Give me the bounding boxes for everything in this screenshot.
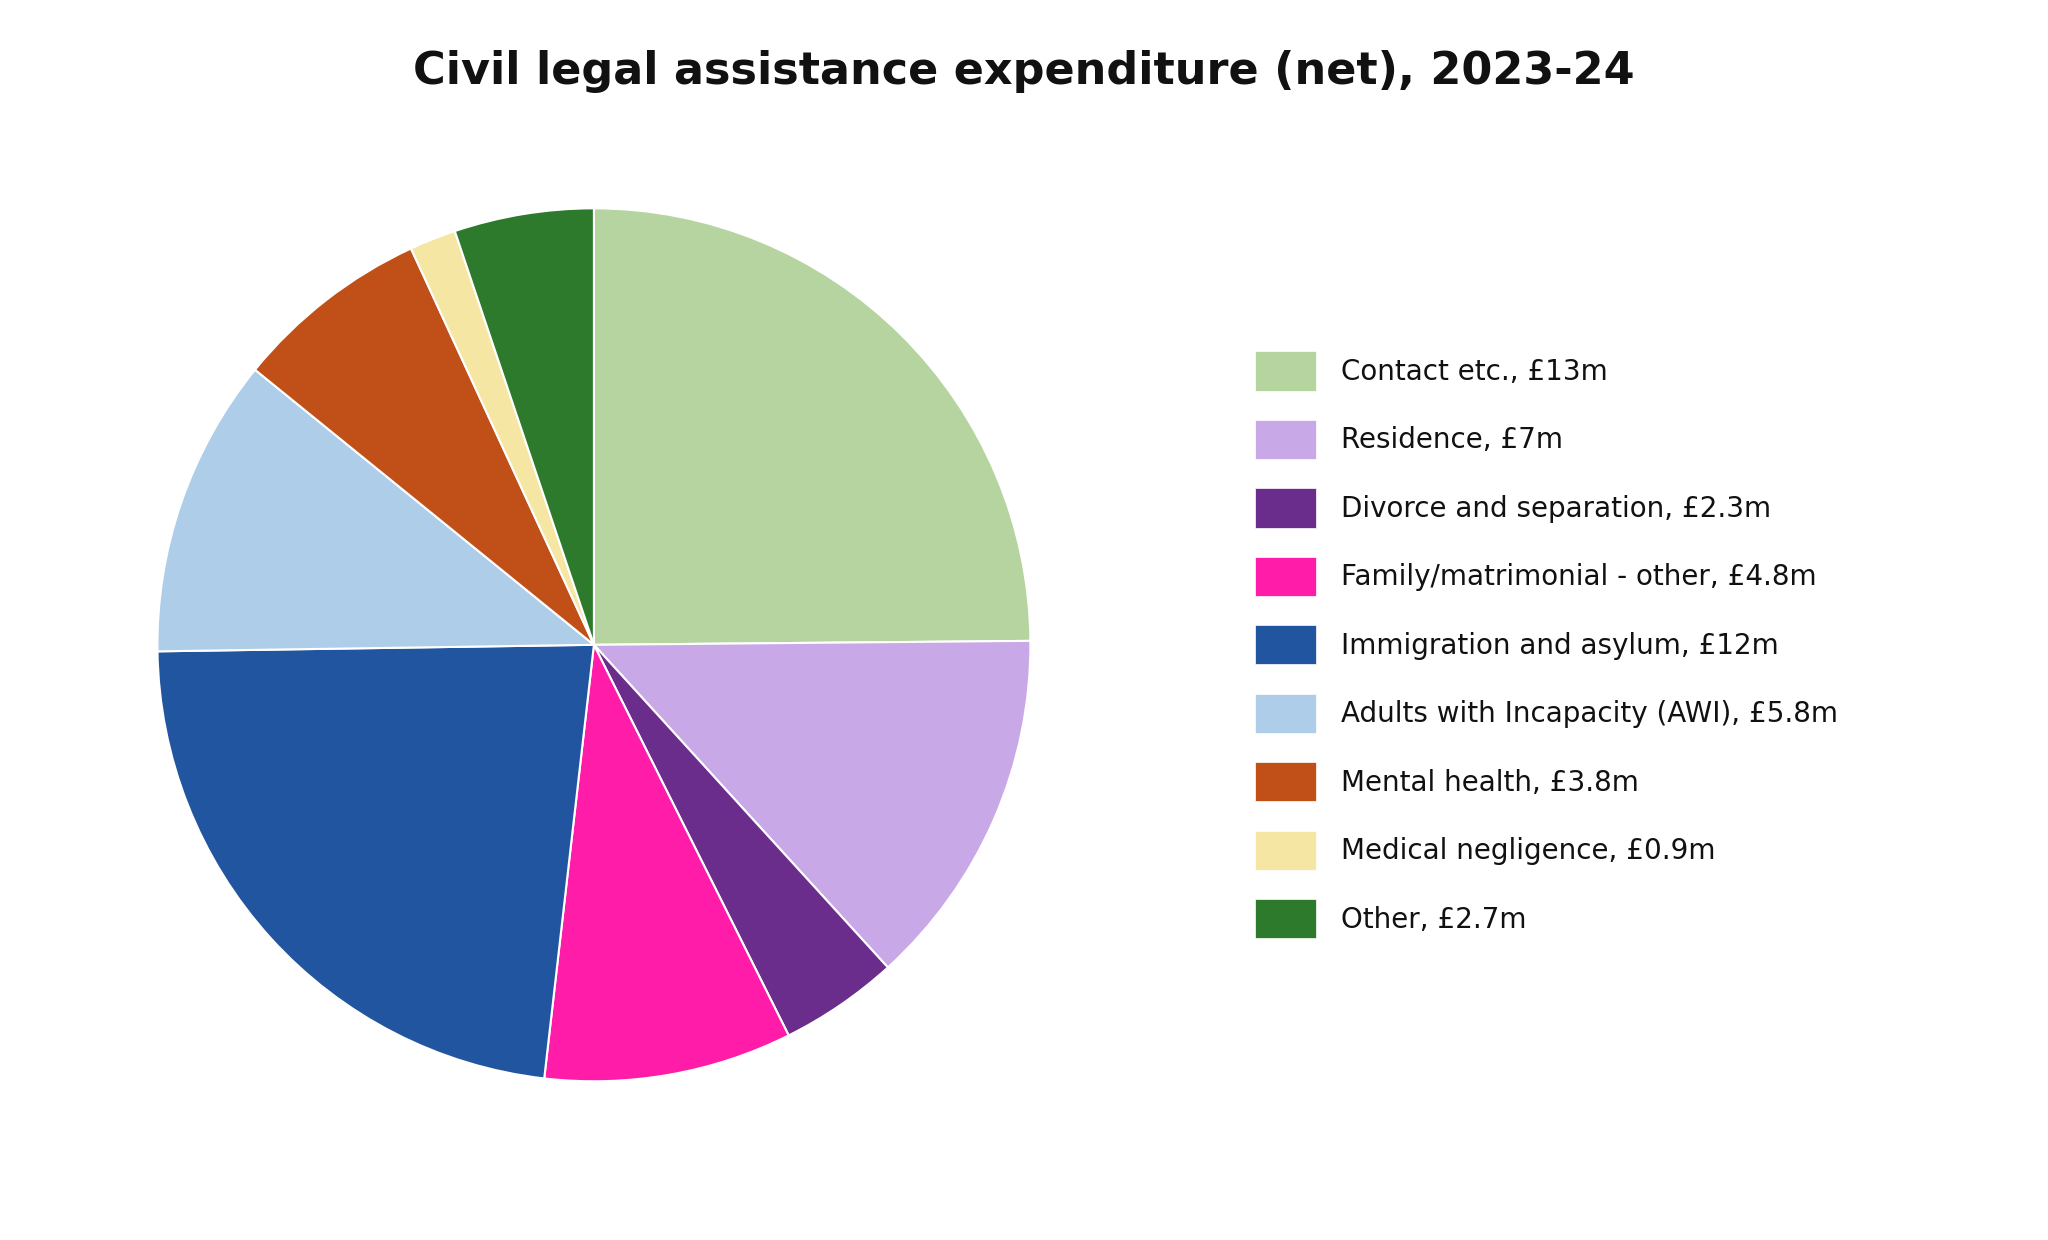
Wedge shape	[594, 208, 1030, 645]
Wedge shape	[412, 231, 594, 645]
Wedge shape	[594, 641, 1030, 967]
Wedge shape	[158, 645, 594, 1079]
Wedge shape	[158, 370, 594, 651]
Wedge shape	[455, 208, 594, 645]
Wedge shape	[256, 248, 594, 645]
Wedge shape	[594, 645, 889, 1035]
Legend: Contact etc., £13m, Residence, £7m, Divorce and separation, £2.3m, Family/matrim: Contact etc., £13m, Residence, £7m, Divo…	[1241, 337, 1851, 952]
Text: Civil legal assistance expenditure (net), 2023-24: Civil legal assistance expenditure (net)…	[414, 50, 1634, 93]
Wedge shape	[545, 645, 788, 1081]
